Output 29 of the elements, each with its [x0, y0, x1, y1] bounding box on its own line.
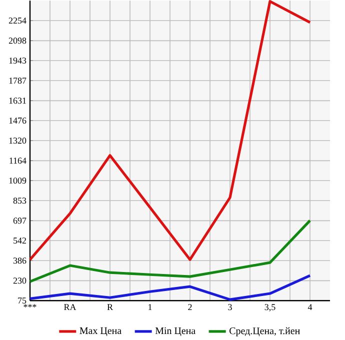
- y-tick-label: 542: [14, 238, 26, 244]
- x-tick-label: 4: [308, 304, 312, 310]
- x-tick-label: 3,5: [264, 304, 276, 312]
- y-tick-label: 230: [13, 278, 26, 284]
- y-tick-label: 75: [18, 298, 26, 304]
- y-tick-label: 1476: [9, 118, 26, 124]
- x-tick-label: R: [107, 304, 113, 310]
- y-tick-label: 853: [13, 198, 26, 204]
- y-tick-label: 697: [13, 218, 26, 224]
- y-tick-label: 1320: [9, 138, 26, 144]
- line-series: [28, 0, 312, 262]
- legend-label: Сред.Цена, т.йен: [230, 327, 300, 336]
- y-tick-label: 1009: [9, 178, 26, 184]
- y-tick-label: 2254: [8, 18, 26, 24]
- legend-label: Min Цена: [155, 328, 196, 336]
- y-tick-label: 1164: [10, 158, 26, 164]
- x-tick-label: 1: [148, 304, 152, 310]
- y-tick-label: 1631: [9, 98, 26, 104]
- line-series: [28, 274, 312, 302]
- y-tick-label: 1943: [9, 58, 26, 64]
- y-tick-label: 2098: [8, 38, 26, 44]
- legend-label: Max Цена: [80, 328, 122, 336]
- x-tick-label: RA: [64, 304, 76, 310]
- x-tick-label: 2: [188, 304, 192, 310]
- x-tick-label: ***: [24, 304, 36, 308]
- line-series: [28, 219, 312, 284]
- x-tick-label: 3: [228, 304, 232, 310]
- y-tick-label: 386: [13, 258, 26, 264]
- y-tick-label: 1787: [9, 78, 26, 84]
